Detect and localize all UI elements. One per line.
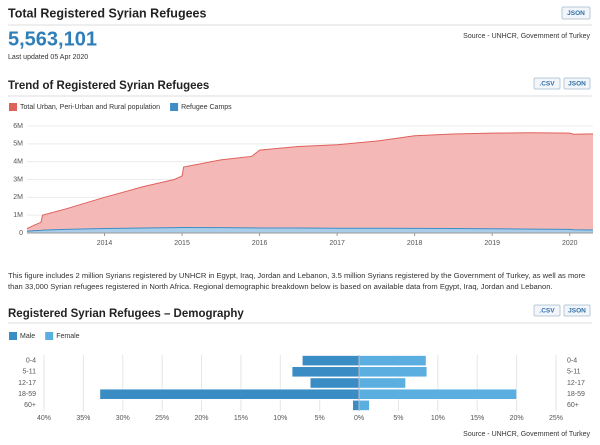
chart-title: Trend of Registered Syrian Refugees [8, 80, 209, 92]
x-tick-label: 10% [273, 415, 287, 422]
y-tick-label: 3M [13, 176, 23, 183]
y-tick-label: 0 [19, 230, 23, 237]
bar [358, 388, 517, 400]
legend-label: Female [56, 333, 79, 340]
x-tick-label: 15% [234, 415, 248, 422]
x-tick-label: 25% [549, 415, 563, 422]
x-tick-label: 0% [354, 415, 364, 422]
x-tick-label: 2017 [329, 240, 345, 247]
bar [291, 366, 360, 378]
legend-label: Male [20, 333, 35, 340]
legend-swatch [45, 332, 54, 340]
button[interactable] [533, 77, 561, 90]
y-tick-label: 6M [13, 123, 23, 130]
x-tick-label: 2014 [97, 240, 113, 247]
page-title: Total Registered Syrian Refugees [8, 6, 206, 20]
x-tick-label: 2015 [174, 240, 190, 247]
json-button[interactable] [561, 6, 591, 20]
x-tick-label: 20% [510, 415, 524, 422]
button-label[interactable]: JSON [568, 81, 586, 88]
category-label: 12-17 [567, 380, 585, 387]
legend-swatch [9, 103, 17, 111]
x-tick-label: 10% [431, 415, 445, 422]
y-tick-label: 2M [13, 194, 23, 201]
button[interactable] [533, 304, 561, 317]
last-updated: Last updated 05 Apr 2020 [8, 54, 88, 61]
button-label[interactable]: .CSV [539, 81, 555, 88]
legend-label: Refugee Camps [181, 104, 232, 111]
x-tick-label: 25% [155, 415, 169, 422]
y-tick-label: 1M [13, 212, 23, 219]
legend-label: Total Urban, Peri-Urban and Rural popula… [20, 104, 160, 111]
category-label: 0-4 [26, 357, 36, 364]
x-tick-label: 40% [37, 415, 51, 422]
note: This figure includes 2 million Syrians r… [8, 271, 586, 291]
bar [99, 388, 360, 400]
category-label: 60+ [24, 402, 36, 409]
category-label: 18-59 [567, 391, 585, 398]
legend-swatch [170, 103, 179, 111]
json-button-label[interactable]: JSON [567, 10, 585, 17]
y-tick-label: 4M [13, 159, 23, 166]
category-label: 60+ [567, 402, 579, 409]
source: Source - UNHCR, Government of Turkey [463, 33, 590, 40]
legend-swatch [9, 332, 17, 340]
x-tick-label: 5% [393, 415, 403, 422]
x-tick-label: 2020 [562, 240, 578, 247]
area-line [26, 226, 594, 232]
source: Source - UNHCR, Government of Turkey [463, 431, 590, 438]
category-label: 5-11 [23, 369, 37, 376]
bar [309, 377, 360, 389]
bar [302, 355, 360, 366]
category-label: 12-17 [18, 380, 36, 387]
area-fill [27, 132, 593, 233]
x-tick-label: 20% [195, 415, 209, 422]
area-line [26, 132, 594, 229]
x-tick-label: 15% [470, 415, 484, 422]
x-tick-label: 30% [116, 415, 130, 422]
button-label[interactable]: JSON [568, 308, 586, 315]
bar [358, 355, 427, 366]
x-tick-label: 2018 [407, 240, 423, 247]
bar [358, 400, 370, 411]
x-tick-label: 2019 [484, 240, 500, 247]
total-number: 5,563,101 [8, 28, 97, 50]
x-tick-label: 2016 [252, 240, 268, 247]
bar [358, 366, 428, 378]
button[interactable] [563, 304, 591, 317]
button-label[interactable]: .CSV [539, 308, 555, 315]
bar [352, 400, 360, 411]
category-label: 5-11 [567, 369, 581, 376]
category-label: 0-4 [567, 357, 577, 364]
bar [358, 377, 406, 389]
y-tick-label: 5M [13, 141, 23, 148]
chart-title: Registered Syrian Refugees – Demography [8, 308, 244, 320]
button[interactable] [563, 77, 591, 90]
x-tick-label: 5% [315, 415, 325, 422]
x-tick-label: 35% [76, 415, 90, 422]
category-label: 18-59 [18, 391, 36, 398]
